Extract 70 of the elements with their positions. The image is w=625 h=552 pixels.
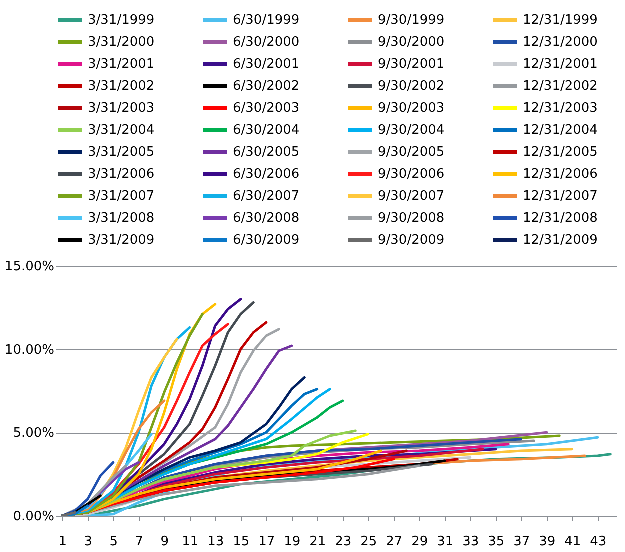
legend-label: 6/30/2007	[233, 189, 300, 204]
legend-label: 3/31/2005	[88, 145, 155, 160]
x-tick-label: 9	[160, 534, 170, 550]
y-tick-label: 10.00%	[4, 342, 54, 358]
legend-label: 12/31/2005	[523, 145, 598, 160]
legend-label: 12/31/2008	[523, 211, 598, 226]
legend-label: 6/30/2003	[233, 101, 300, 116]
x-tick-label: 17	[258, 534, 276, 550]
legend-label: 6/30/2005	[233, 145, 300, 160]
x-tick-label: 39	[539, 534, 556, 550]
x-tick-label: 33	[462, 534, 480, 550]
x-tick-label: 35	[488, 534, 505, 550]
legend-label: 6/30/2004	[233, 123, 300, 138]
legend-label: 12/31/2007	[523, 189, 598, 204]
legend-label: 3/31/2000	[88, 35, 155, 50]
legend-label: 6/30/1999	[233, 13, 300, 28]
legend-label: 12/31/2000	[523, 35, 598, 50]
x-tick-label: 43	[590, 534, 607, 550]
x-tick-label: 13	[208, 534, 224, 550]
legend-label: 9/30/2002	[378, 79, 445, 94]
y-tick-label: 5.00%	[13, 426, 54, 442]
legend-label: 9/30/2001	[378, 57, 445, 72]
legend-label: 3/31/2008	[88, 211, 155, 226]
legend-label: 9/30/2005	[378, 145, 445, 160]
legend-label: 3/31/2006	[88, 167, 155, 182]
legend-label: 6/30/2002	[233, 79, 300, 94]
legend-label: 12/31/1999	[523, 13, 598, 28]
legend-label: 3/31/2009	[88, 233, 155, 248]
legend-label: 3/31/2004	[88, 123, 155, 138]
legend-label: 9/30/2009	[378, 233, 445, 248]
legend-label: 12/31/2001	[523, 57, 598, 72]
legend-label: 9/30/1999	[378, 13, 445, 28]
legend-label: 6/30/2006	[233, 167, 300, 182]
x-tick-label: 19	[284, 534, 301, 550]
x-tick-label: 5	[110, 534, 118, 550]
y-tick-label: 15.00%	[4, 260, 54, 274]
legend-label: 12/31/2009	[523, 233, 598, 248]
x-tick-label: 21	[310, 534, 326, 550]
legend-label: 9/30/2000	[378, 35, 445, 50]
legend-label: 3/31/2001	[88, 57, 155, 72]
x-tick-label: 3	[84, 534, 93, 550]
legend-label: 12/31/2002	[523, 79, 598, 94]
legend-label: 3/31/2002	[88, 79, 155, 94]
x-tick-label: 25	[360, 534, 378, 550]
legend-label: 3/31/2003	[88, 101, 155, 116]
legend-label: 9/30/2004	[378, 123, 445, 138]
x-tick-label: 11	[182, 534, 199, 550]
legend-label: 6/30/2000	[233, 35, 300, 50]
legend-label: 3/31/2007	[88, 189, 155, 204]
x-tick-label: 29	[412, 534, 428, 550]
legend-label: 9/30/2008	[378, 211, 445, 226]
legend-label: 9/30/2006	[378, 167, 445, 182]
x-tick-label: 23	[335, 534, 352, 550]
legend-label: 12/31/2003	[523, 101, 598, 116]
legend-label: 6/30/2001	[233, 57, 300, 72]
x-tick-label: 1	[58, 534, 68, 550]
legend-label: 6/30/2008	[233, 211, 300, 226]
x-tick-label: 31	[437, 534, 454, 550]
y-tick-label: 0.00%	[13, 510, 54, 524]
legend-label: 6/30/2009	[233, 233, 300, 248]
x-tick-label: 15	[233, 534, 250, 550]
x-tick-label: 27	[386, 534, 403, 550]
legend-label: 3/31/1999	[88, 13, 155, 28]
x-tick-label: 37	[514, 534, 530, 550]
x-tick-label: 41	[564, 534, 582, 550]
legend-label: 12/31/2004	[523, 123, 598, 138]
legend-label: 12/31/2006	[523, 167, 598, 182]
x-tick-label: 7	[135, 534, 144, 550]
legend-label: 9/30/2003	[378, 101, 445, 116]
legend-label: 9/30/2007	[378, 189, 445, 204]
